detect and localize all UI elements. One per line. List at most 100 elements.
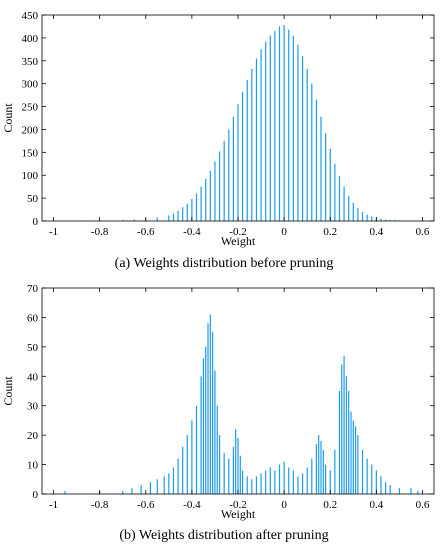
histogram-bar-b [325,464,327,494]
histogram-bar-a [348,195,350,221]
histogram-bar-a [361,211,364,221]
histogram-bar-b [265,470,267,494]
histogram-bar-a [352,202,354,221]
histogram-bar-a [177,210,179,221]
histogram-bar-b [251,479,253,494]
y-tick-label-b: 20 [27,430,39,442]
histogram-bar-b [182,446,184,494]
x-tick-label-b: 0 [281,499,287,511]
y-tick-label-a: 200 [22,124,39,136]
histogram-bar-b [301,473,304,494]
y-tick-label-a: 50 [27,193,39,205]
histogram-bar-a [306,69,308,222]
histogram-bar-b [361,449,364,494]
histogram-bar-b [149,482,151,494]
x-tick-label-a: 0.6 [416,226,430,238]
histogram-bar-b [318,435,320,494]
histogram-bar-b [64,491,66,494]
histogram-bar-a [288,29,290,222]
histogram-bar-a [394,220,396,221]
histogram-bar-b [380,476,382,494]
histogram-bar-a [209,170,211,221]
y-tick-label-b: 0 [33,489,39,501]
histogram-bar-b [177,458,179,494]
histogram-bar-b [274,470,276,494]
histogram-bar-b [191,420,193,494]
histogram-bar-a [274,31,276,221]
histogram-bar-a [172,213,175,221]
y-tick-label-a: 450 [22,10,39,22]
histogram-bar-a [301,56,304,222]
histogram-bar-b [269,467,271,494]
histogram-bar-a [325,133,327,221]
histogram-bar-b [122,491,124,494]
y-tick-label-a: 0 [33,216,39,228]
histogram-bar-b [375,470,377,494]
x-tick-label-a: -0.8 [91,226,109,238]
y-tick-label-b: 10 [27,460,39,472]
histogram-bar-b [207,323,209,494]
histogram-bar-b [345,376,347,494]
histogram-bar-a [269,35,271,221]
x-tick-label-a: -0.6 [137,226,155,238]
histogram-bar-a [329,148,331,221]
histogram-bar-b [320,441,322,494]
histogram-bar-b [255,476,258,494]
y-tick-label-b: 40 [27,371,39,383]
histogram-bar-b [410,488,412,494]
histogram-bar-b [260,473,262,494]
histogram-bar-b [232,446,234,494]
histogram-bar-b [417,491,419,494]
histogram-bar-b [357,435,359,494]
histogram-bar-b [202,358,205,494]
histogram-bar-b [297,476,299,494]
x-tick-label-a: 0.2 [323,226,337,238]
histogram-bar-b [168,473,170,494]
x-tick-label-b: 0.4 [369,499,383,511]
y-tick-label-b: 70 [27,283,39,295]
histogram-bar-b [163,476,165,494]
x-tick-label-a: 0.4 [369,226,383,238]
histogram-bar-b [341,364,343,494]
x-tick-label-a: -0.2 [229,226,246,238]
histogram-bar-a [122,220,124,221]
histogram-bar-b [283,461,285,494]
histogram-bar-b [186,435,188,494]
histogram-bar-b [352,420,354,494]
histogram-bar-b [195,405,198,494]
histogram-bar-a [200,186,202,221]
x-tick-label-a: -0.4 [183,226,201,238]
histogram-bar-a [371,216,373,221]
histogram-bar-b [366,458,368,494]
histogram-bar-b [292,470,294,494]
histogram-bar-b [350,411,352,494]
histogram-bar-b [223,452,225,494]
x-axis-label-b: Weight [221,507,256,521]
x-tick-label-b: -0.2 [229,499,246,511]
histogram-bar-b [200,376,202,494]
histogram-bar-b [398,488,401,494]
histogram-bar-b [389,485,391,494]
histogram-bar-a [366,214,368,221]
histogram-bar-a [195,193,198,221]
histogram-bar-a [315,99,317,221]
histogram-bar-a [283,25,285,221]
histogram-bar-b [384,482,387,494]
histogram-bar-a [255,58,258,221]
histogram-bar-a [389,220,391,221]
histogram-bar-b [246,476,248,494]
histogram-bar-a [205,178,207,221]
y-tick-label-a: 300 [22,79,39,91]
y-tick-label-a: 250 [22,102,39,114]
x-tick-label-a: -1 [49,226,58,238]
x-axis-label-a: Weight [221,234,256,248]
histogram-bar-b [237,438,239,494]
x-tick-label-a: 0 [281,226,287,238]
histogram-bar-b [315,443,317,494]
y-tick-label-b: 50 [27,342,39,354]
histogram-bar-a [311,83,313,221]
histogram-bar-b [239,455,241,494]
histogram-bar-a [278,26,281,221]
histogram-bar-a [384,219,387,221]
